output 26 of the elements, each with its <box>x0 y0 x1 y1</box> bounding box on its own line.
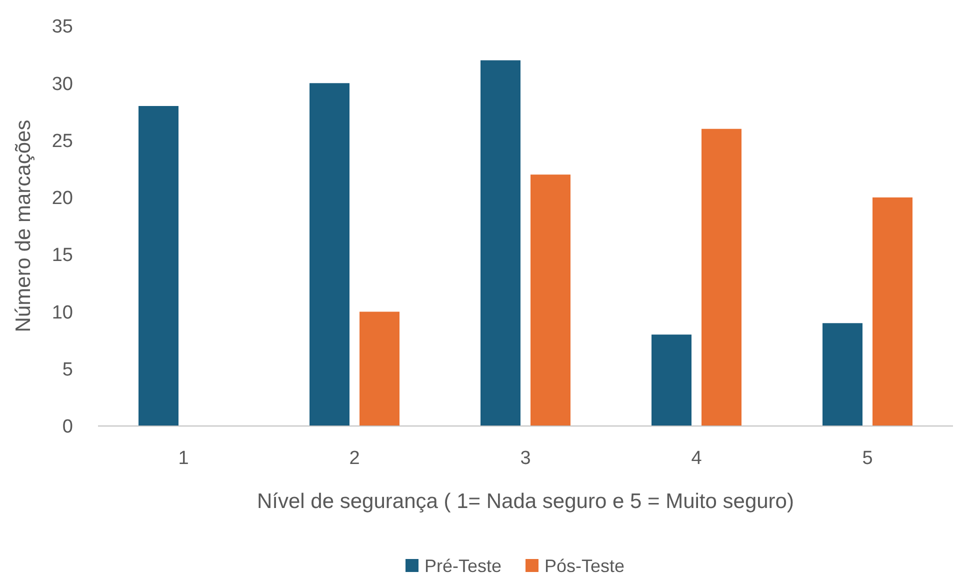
x-tick-label: 5 <box>862 448 873 469</box>
x-tick-label: 1 <box>178 448 189 469</box>
y-tick-label: 25 <box>52 130 73 152</box>
x-tick-label: 2 <box>349 448 360 469</box>
y-axis-title: Número de marcações <box>12 120 35 332</box>
bar <box>138 106 178 426</box>
y-tick-label: 10 <box>52 302 73 324</box>
y-tick-label: 5 <box>62 360 73 381</box>
bar <box>480 60 520 426</box>
y-tick-label: 15 <box>52 245 73 266</box>
bar <box>652 334 692 426</box>
x-axis-title: Nível de segurança ( 1= Nada seguro e 5 = Muito seguro) <box>257 490 794 513</box>
x-tick-label: 3 <box>520 448 531 469</box>
bar <box>310 83 350 426</box>
x-tick-label: 4 <box>691 448 702 469</box>
y-tick-label: 35 <box>52 16 73 38</box>
bar <box>702 128 742 426</box>
bar <box>822 323 862 426</box>
y-tick-label: 0 <box>62 416 73 438</box>
legend-label: Pós-Teste <box>544 556 625 576</box>
bar <box>530 174 570 426</box>
bar <box>872 197 912 426</box>
y-tick-label: 20 <box>52 188 73 210</box>
legend-label: Pré-Teste <box>424 556 502 576</box>
bar <box>360 312 400 426</box>
y-tick-label: 30 <box>52 74 73 95</box>
